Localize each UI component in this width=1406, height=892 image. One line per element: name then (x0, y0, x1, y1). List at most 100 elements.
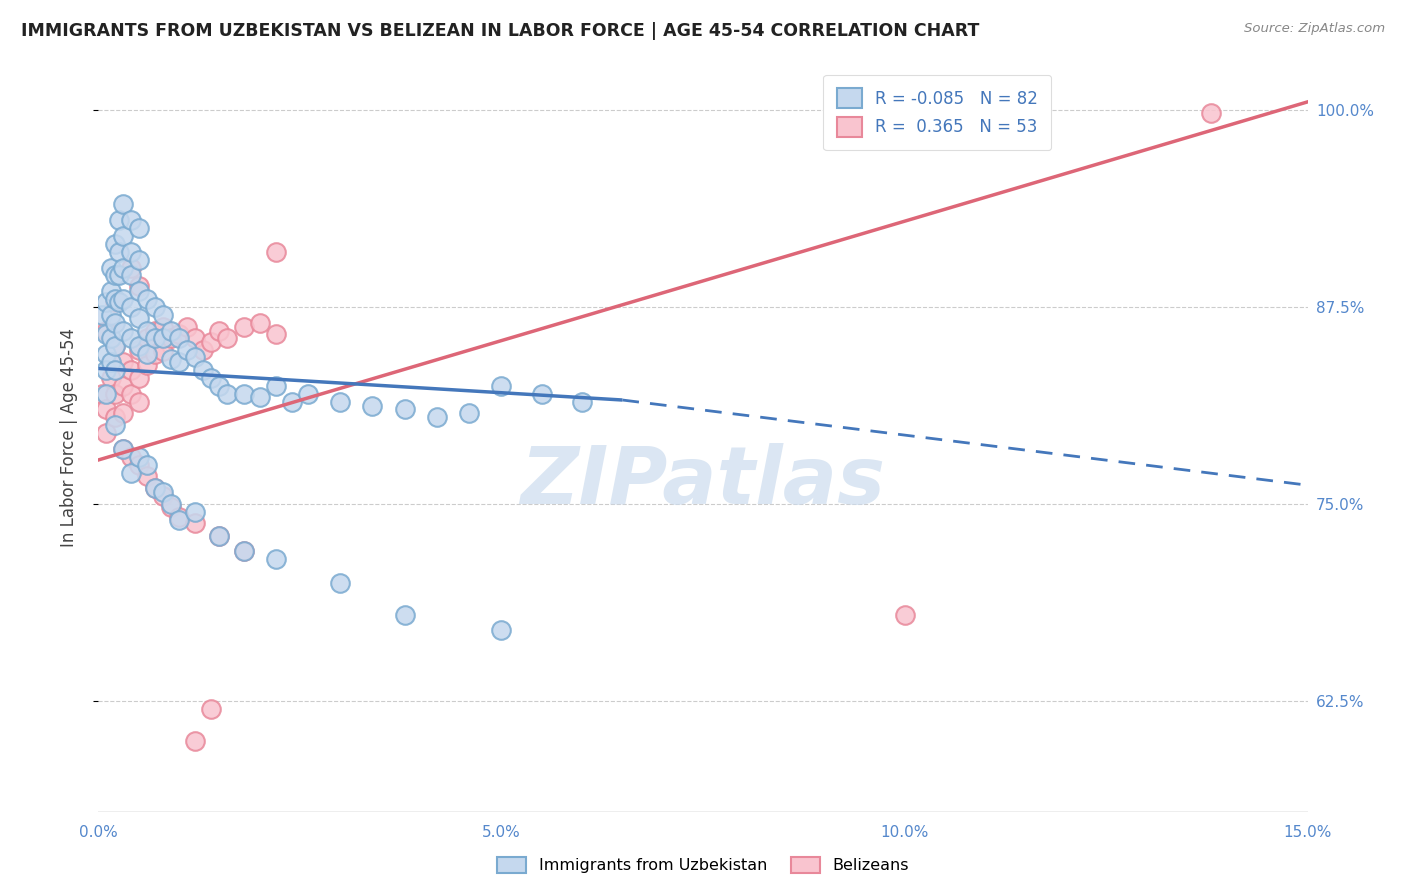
Point (143, 481, 166, 495)
Point (96, 363, 118, 377)
Point (232, 386, 254, 401)
Point (184, 331, 207, 345)
Point (120, 268, 142, 283)
Point (208, 379, 231, 393)
Point (103, 363, 125, 377)
Point (128, 394, 150, 409)
Point (232, 320, 254, 334)
Point (107, 213, 129, 227)
Point (143, 331, 166, 345)
Point (107, 244, 129, 259)
Point (120, 331, 142, 345)
Point (103, 410, 125, 425)
Point (120, 450, 142, 464)
Point (103, 236, 125, 251)
Point (193, 343, 215, 357)
Point (128, 221, 150, 235)
Point (135, 292, 157, 306)
Point (96, 386, 118, 401)
Point (217, 331, 239, 345)
Point (100, 308, 122, 322)
Text: Source: ZipAtlas.com: Source: ZipAtlas.com (1244, 22, 1385, 36)
Point (249, 390, 271, 404)
Point (111, 355, 134, 369)
Point (1199, 106, 1222, 120)
Point (167, 513, 190, 527)
Point (120, 244, 142, 259)
Point (103, 292, 125, 306)
Point (128, 450, 150, 464)
Point (361, 400, 384, 414)
Point (249, 316, 271, 330)
Point (91, 308, 114, 322)
Point (160, 500, 183, 515)
Point (96, 426, 118, 441)
Point (103, 339, 125, 353)
Point (184, 505, 207, 519)
Point (1014, 121, 1036, 136)
Point (160, 331, 183, 345)
Point (184, 516, 207, 530)
Point (120, 213, 142, 227)
Point (91, 386, 114, 401)
Point (100, 355, 122, 369)
Point (96, 324, 118, 338)
Point (208, 529, 231, 543)
Point (200, 334, 222, 349)
Point (232, 544, 254, 558)
Point (111, 442, 134, 456)
Legend: Immigrants from Uzbekistan, Belizeans: Immigrants from Uzbekistan, Belizeans (491, 850, 915, 880)
Point (128, 458, 150, 472)
Point (281, 394, 304, 409)
Point (217, 386, 239, 401)
Point (135, 331, 157, 345)
Point (160, 351, 183, 366)
Point (120, 363, 142, 377)
Point (184, 351, 207, 365)
Point (176, 343, 198, 357)
Y-axis label: In Labor Force | Age 45-54: In Labor Force | Age 45-54 (59, 327, 77, 547)
Point (200, 702, 222, 716)
Point (135, 468, 157, 483)
Point (152, 331, 174, 345)
Point (167, 331, 190, 345)
Point (96, 326, 118, 341)
Point (571, 394, 593, 409)
Point (128, 343, 150, 357)
Point (208, 529, 231, 543)
Point (394, 402, 416, 417)
Point (111, 229, 134, 244)
Point (143, 300, 166, 314)
Point (264, 326, 287, 341)
Point (160, 497, 183, 511)
Point (103, 339, 125, 353)
Point (160, 324, 183, 338)
Point (193, 363, 215, 377)
Point (135, 347, 157, 361)
Point (103, 418, 125, 433)
Point (120, 260, 142, 275)
Point (152, 344, 174, 359)
Point (111, 260, 134, 275)
Point (297, 386, 319, 401)
Point (111, 292, 134, 306)
Point (200, 371, 222, 385)
Point (100, 371, 122, 385)
Point (100, 331, 122, 345)
Point (329, 576, 352, 591)
Point (103, 268, 125, 283)
Point (128, 252, 150, 267)
Point (458, 406, 481, 420)
Point (96, 295, 118, 310)
Point (184, 733, 207, 747)
Point (491, 624, 513, 638)
Point (107, 268, 129, 283)
Point (120, 466, 142, 480)
Point (264, 244, 287, 259)
Point (120, 300, 142, 314)
Point (893, 607, 915, 622)
Point (143, 324, 166, 338)
Point (103, 386, 125, 401)
Point (143, 481, 166, 495)
Point (135, 458, 157, 472)
